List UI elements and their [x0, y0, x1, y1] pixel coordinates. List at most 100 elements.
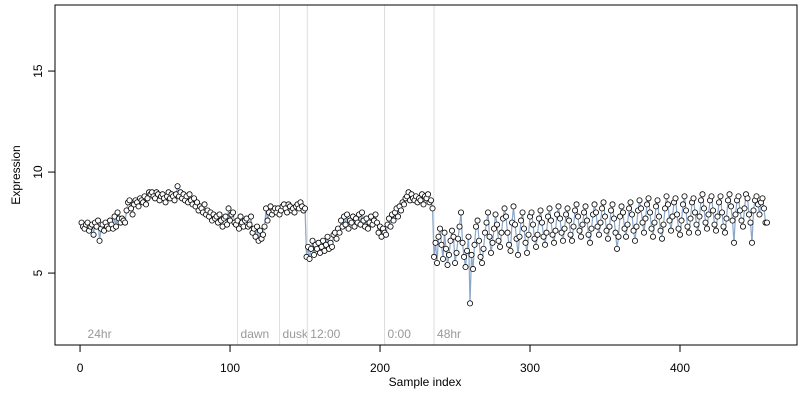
data-point	[441, 229, 448, 236]
data-point	[578, 233, 585, 240]
data-point	[291, 209, 298, 216]
data-point	[135, 203, 142, 210]
data-point	[618, 203, 625, 210]
data-point	[753, 193, 760, 200]
data-point	[429, 205, 436, 212]
data-point	[186, 191, 193, 198]
plot-frame	[54, 4, 798, 346]
data-point	[687, 215, 694, 222]
data-point	[531, 235, 538, 242]
data-point	[584, 217, 591, 224]
data-point	[462, 264, 469, 271]
data-point	[525, 231, 532, 238]
data-point	[144, 195, 151, 202]
data-point	[344, 211, 351, 218]
data-point	[453, 249, 460, 256]
data-point	[438, 241, 445, 248]
data-point	[638, 205, 645, 212]
data-point	[417, 197, 424, 204]
data-point	[162, 199, 169, 206]
data-point	[257, 227, 264, 234]
data-point	[692, 209, 699, 216]
annotation-label: 24hr	[88, 327, 112, 341]
data-point	[749, 239, 756, 246]
data-point	[554, 211, 561, 218]
data-point	[534, 231, 541, 238]
data-point	[492, 211, 499, 218]
data-point	[485, 209, 492, 216]
data-point	[668, 227, 675, 234]
data-point	[582, 203, 589, 210]
data-point	[495, 237, 502, 244]
data-point	[573, 201, 580, 208]
data-point	[375, 229, 382, 236]
data-point	[501, 205, 508, 212]
data-point	[644, 201, 651, 208]
data-point	[641, 229, 648, 236]
annotation-label: 0:00	[388, 327, 412, 341]
data-point	[308, 245, 315, 252]
data-point	[333, 235, 340, 242]
data-point	[560, 237, 567, 244]
data-point	[519, 209, 526, 216]
data-point	[663, 193, 670, 200]
data-point	[725, 197, 732, 204]
data-point	[365, 225, 372, 232]
data-point	[248, 213, 255, 220]
data-point	[542, 241, 549, 248]
data-point	[566, 217, 573, 224]
data-point	[444, 261, 451, 268]
data-point	[684, 223, 691, 230]
data-point	[351, 223, 358, 230]
data-point	[491, 225, 498, 232]
data-point	[614, 245, 621, 252]
data-point	[458, 209, 465, 216]
data-point	[600, 199, 607, 206]
data-point	[570, 223, 577, 230]
data-point	[666, 217, 673, 224]
data-point	[194, 199, 201, 206]
x-tick-label: 100	[220, 361, 240, 375]
data-point	[540, 233, 547, 240]
data-point	[605, 235, 612, 242]
data-point	[498, 229, 505, 236]
data-point	[548, 217, 555, 224]
data-point	[489, 239, 496, 246]
x-axis-label: Sample index	[389, 375, 462, 389]
data-point	[653, 203, 660, 210]
data-point	[588, 225, 595, 232]
data-point	[705, 211, 712, 218]
data-point	[510, 203, 517, 210]
data-point	[731, 239, 738, 246]
data-point	[359, 209, 366, 216]
data-point	[585, 231, 592, 238]
data-point	[311, 251, 318, 258]
data-point	[374, 219, 381, 226]
data-point	[171, 197, 178, 204]
data-point	[504, 229, 511, 236]
data-point	[672, 195, 679, 202]
data-point	[512, 221, 519, 228]
data-point	[522, 239, 529, 246]
data-point	[729, 217, 736, 224]
data-point	[656, 213, 663, 220]
data-point	[230, 209, 237, 216]
data-point	[324, 233, 331, 240]
data-point	[564, 205, 571, 212]
data-point	[558, 229, 565, 236]
data-point	[456, 223, 463, 230]
data-point	[702, 219, 709, 226]
data-point	[659, 235, 666, 242]
data-point	[549, 231, 556, 238]
data-point	[336, 229, 343, 236]
data-point	[471, 241, 478, 248]
data-point	[713, 227, 720, 234]
data-point	[398, 207, 405, 214]
data-point	[503, 213, 510, 220]
data-point	[555, 203, 562, 210]
data-point	[764, 219, 771, 226]
data-point	[428, 197, 435, 204]
data-point	[612, 229, 619, 236]
annotation-label: dusk	[283, 327, 309, 341]
data-point	[530, 221, 537, 228]
